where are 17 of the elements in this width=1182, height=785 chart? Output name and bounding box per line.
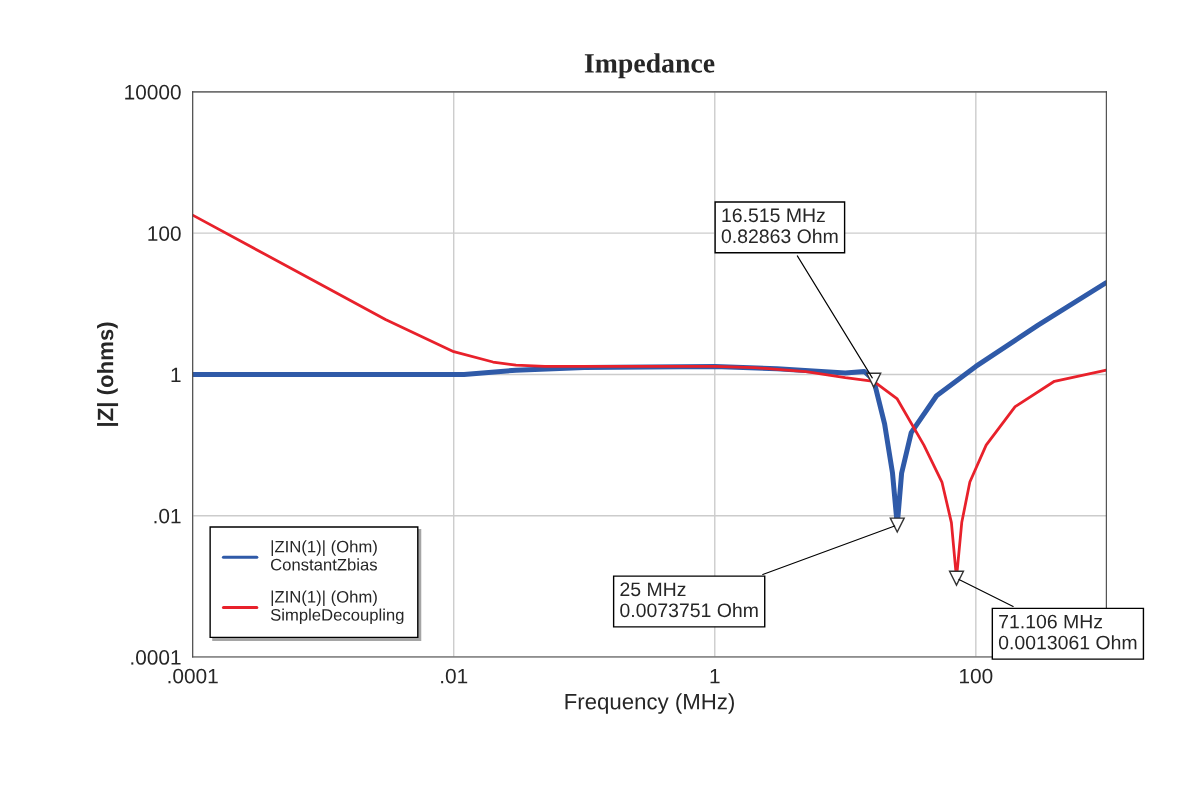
x-axis-title: Frequency (MHz) xyxy=(565,693,734,714)
y-tick-label: .0001 xyxy=(131,650,181,665)
x-tick-label: .0001 xyxy=(168,668,218,684)
legend-label: |ZIN(1)| (Ohm) SimpleDecoupling xyxy=(270,590,404,625)
legend-label: |ZIN(1)| (Ohm) ConstantZbias xyxy=(270,540,377,571)
y-tick-label: 100 xyxy=(148,226,181,241)
y-tick-label: 1 xyxy=(171,367,181,382)
annotation: 25 MHz 0.0073751 Ohm xyxy=(620,582,758,618)
y-axis-title: |Z| (ohms) xyxy=(97,322,119,426)
x-tick-label: .01 xyxy=(441,668,468,684)
annotation: 16.515 MHz 0.82863 Ohm xyxy=(721,208,838,244)
annotation: 71.106 MHz 0.0013061 Ohm xyxy=(998,614,1137,650)
chart-title: Impedance xyxy=(584,53,715,79)
x-tick-label: 1 xyxy=(710,668,720,684)
y-tick-label: 10000 xyxy=(125,84,181,100)
x-tick-label: 100 xyxy=(960,668,993,684)
y-tick-label: .01 xyxy=(154,508,181,524)
